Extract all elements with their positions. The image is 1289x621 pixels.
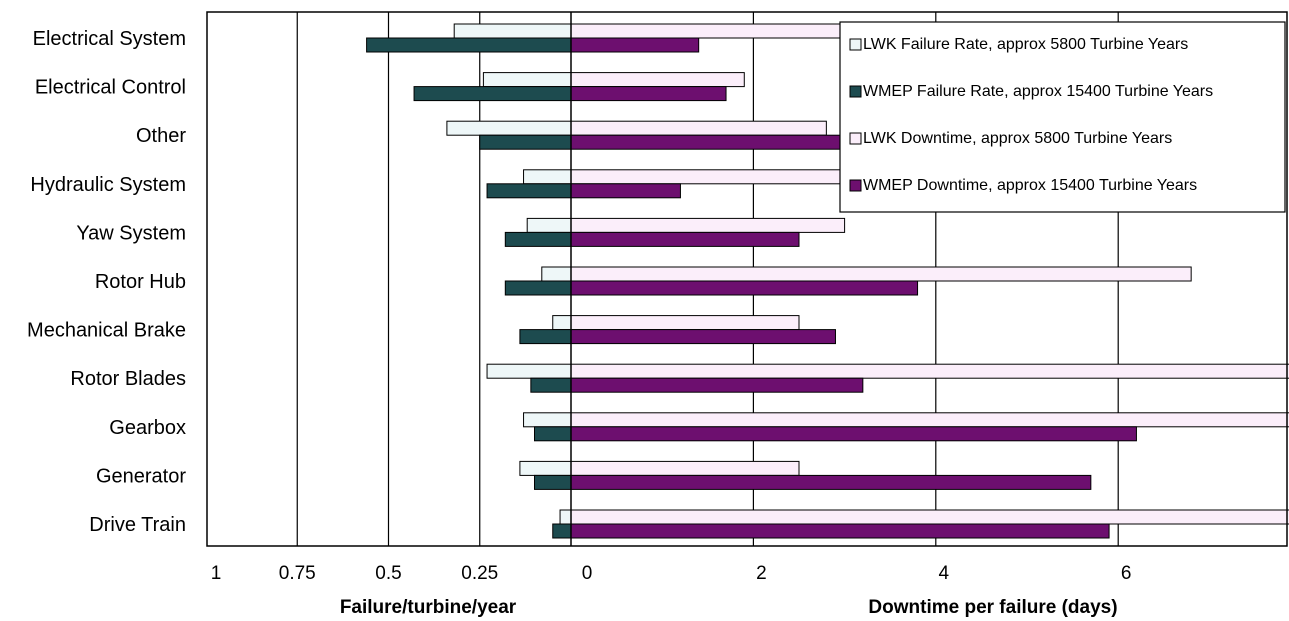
bar-wmep-downtime [570, 280, 919, 296]
tick-label-right: 4 [939, 563, 950, 584]
bar-lwk-downtime [570, 460, 800, 476]
legend-label: WMEP Failure Rate, approx 15400 Turbine … [863, 83, 1213, 100]
bar-wmep-downtime [570, 377, 864, 393]
bar-lwk-failure [523, 169, 572, 185]
category-label: Other [136, 125, 186, 147]
tick-label-left: 0.25 [461, 563, 498, 584]
bar-wmep-failure [504, 231, 572, 247]
bar-lwk-downtime [570, 120, 827, 136]
category-label: Drive Train [89, 514, 186, 536]
category-labels: Electrical System Electrical Control Other… [27, 28, 186, 536]
legend-swatch [849, 132, 862, 145]
legend-label: LWK Downtime, approx 5800 Turbine Years [863, 130, 1172, 147]
category-label: Hydraulic System [30, 174, 186, 196]
bar-wmep-failure [530, 377, 572, 393]
category-label: Mechanical Brake [27, 320, 186, 342]
left-axis-title: Failure/turbine/year [340, 597, 517, 618]
bar-wmep-failure [479, 134, 572, 150]
bar-wmep-downtime [570, 523, 1110, 539]
bar-wmep-downtime [570, 183, 681, 199]
tick-label-left: 0 [582, 563, 593, 584]
tick-label-left: 0.5 [375, 563, 401, 584]
legend: LWK Failure Rate, approx 5800 Turbine Ye… [839, 21, 1286, 213]
legend-label: LWK Failure Rate, approx 5800 Turbine Ye… [863, 36, 1188, 53]
bar-lwk-downtime [570, 169, 846, 185]
tick-label-right: 6 [1121, 563, 1132, 584]
bar-lwk-failure [453, 23, 572, 39]
right-axis-title: Downtime per failure (days) [868, 597, 1117, 618]
bar-wmep-downtime [570, 474, 1092, 490]
bar-wmep-downtime [570, 37, 700, 53]
legend-label: WMEP Downtime, approx 15400 Turbine Year… [863, 177, 1197, 194]
bar-lwk-downtime [570, 315, 800, 331]
bar-lwk-failure [486, 363, 572, 379]
tick-label-right: 2 [756, 563, 767, 584]
bar-lwk-downtime [570, 509, 1289, 525]
category-label: Rotor Hub [95, 271, 186, 293]
bar-lwk-downtime [570, 217, 846, 233]
legend-box [839, 21, 1286, 213]
bar-lwk-failure [552, 315, 572, 331]
bar-wmep-downtime [570, 426, 1137, 442]
bar-lwk-failure [559, 509, 572, 525]
plot-frame [206, 11, 1288, 547]
legend-swatch [849, 85, 862, 98]
bar-lwk-failure [446, 120, 572, 136]
bar-wmep-failure [552, 523, 572, 539]
category-label: Electrical Control [35, 77, 186, 99]
category-label: Rotor Blades [70, 368, 186, 390]
bar-lwk-downtime [570, 266, 1192, 282]
bar-wmep-downtime [570, 231, 800, 247]
tick-labels: 10.750.50.2502468101214 [211, 563, 1132, 584]
bar-wmep-downtime [570, 329, 836, 345]
bar-wmep-failure [534, 426, 572, 442]
bar-wmep-failure [366, 37, 572, 53]
bar-wmep-failure [534, 474, 572, 490]
bar-lwk-failure [541, 266, 572, 282]
legend-swatch [849, 38, 862, 51]
bar-wmep-failure [504, 280, 572, 296]
bar-lwk-failure [482, 72, 572, 88]
bar-lwk-downtime [570, 363, 1289, 379]
category-label: Electrical System [33, 28, 186, 50]
tick-label-left: 1 [211, 563, 222, 584]
category-label: Generator [96, 465, 186, 487]
axes [206, 11, 1288, 547]
bar-lwk-downtime [570, 412, 1289, 428]
tick-label-left: 0.75 [279, 563, 316, 584]
bar-wmep-failure [413, 86, 572, 102]
bar-lwk-downtime [570, 72, 745, 88]
bar-lwk-failure [526, 217, 572, 233]
bar-lwk-failure [523, 412, 572, 428]
category-label: Yaw System [76, 222, 186, 244]
bar-wmep-downtime [570, 86, 727, 102]
bar-wmep-failure [486, 183, 572, 199]
bar-lwk-failure [519, 460, 572, 476]
category-label: Gearbox [109, 417, 186, 439]
legend-swatch [849, 179, 862, 192]
bar-wmep-failure [519, 329, 572, 345]
